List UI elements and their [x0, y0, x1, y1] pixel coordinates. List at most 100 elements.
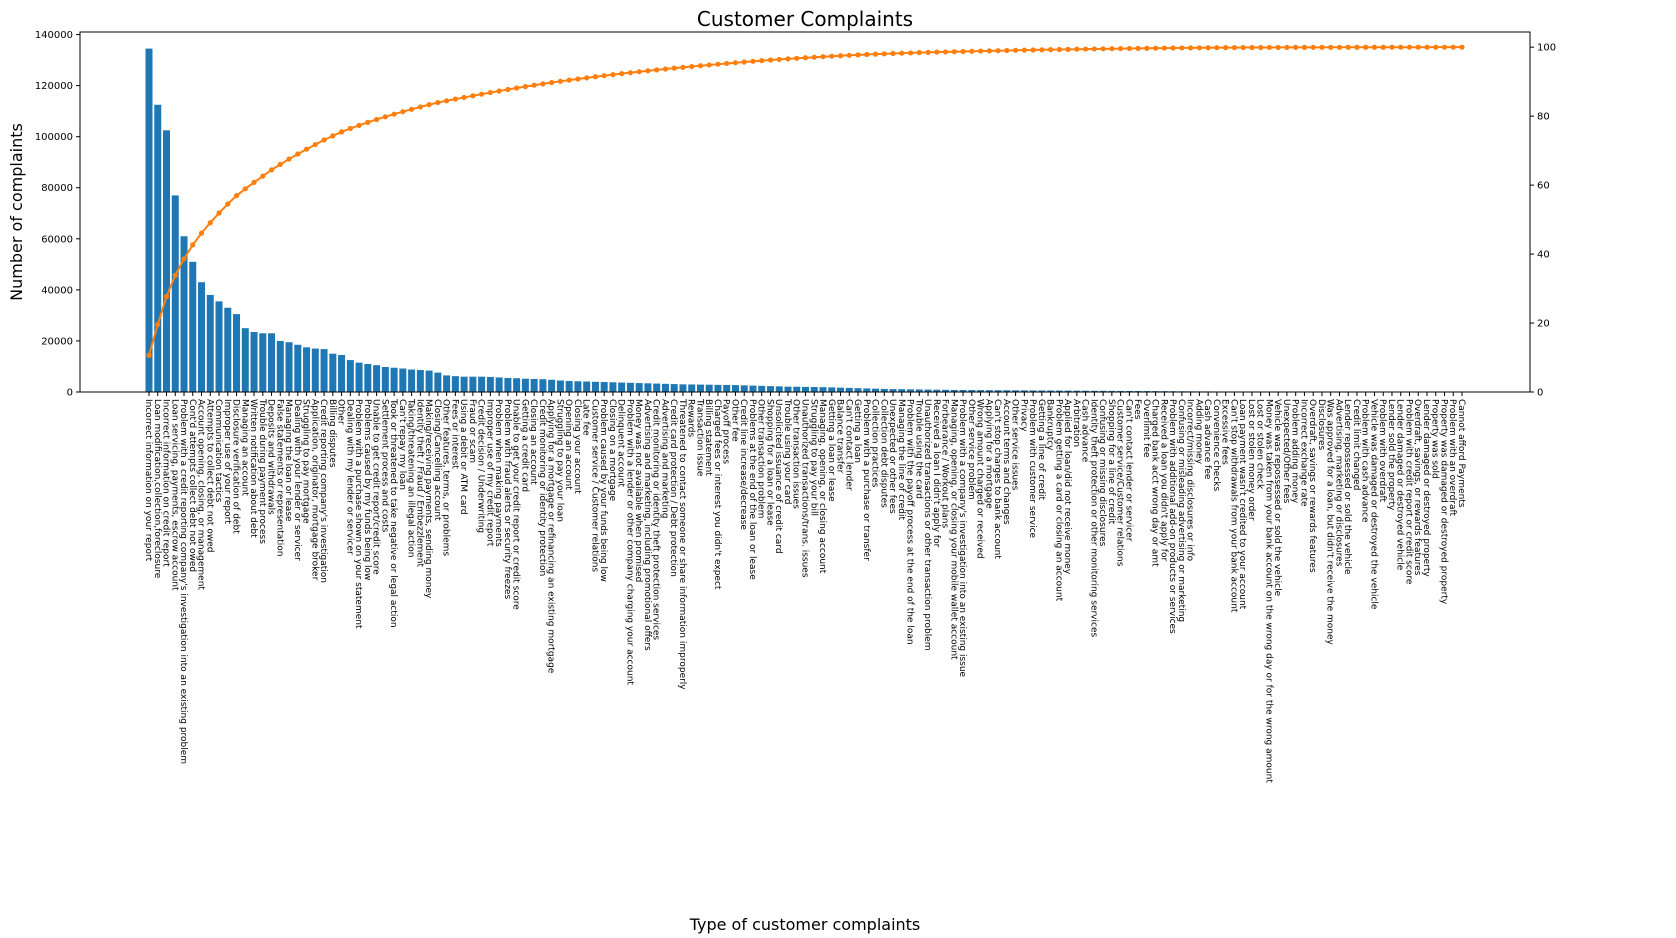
bar [180, 236, 188, 392]
x-tick-label: Loan payment wasn't credited to your acc… [1237, 399, 1247, 610]
bar [373, 365, 381, 392]
cumulative-marker [251, 179, 257, 186]
cumulative-marker [496, 88, 502, 94]
cumulative-marker [417, 104, 423, 110]
cumulative-marker [1030, 47, 1036, 53]
bar [898, 389, 906, 392]
x-tick-label: Overdraft, savings or rewards features [1307, 399, 1317, 573]
x-tick-label: Taking/threatening an illegal action [406, 398, 416, 557]
cumulative-marker [1083, 46, 1089, 52]
cumulative-marker [1380, 44, 1386, 50]
cumulative-marker [1039, 47, 1045, 53]
y2-tick-label: 60 [1537, 181, 1550, 192]
x-tick-label: Billing disputes [327, 399, 337, 468]
cumulative-marker [1012, 47, 1019, 53]
x-tick-label: Unable to get credit report/credit score [371, 399, 381, 575]
cumulative-marker [829, 53, 835, 59]
x-tick-label: Overdraft, savings, or rewards features [1412, 399, 1422, 576]
cumulative-marker [1240, 44, 1246, 51]
cumulative-marker [1118, 45, 1124, 52]
cumulative-marker [198, 230, 205, 236]
cumulative-marker [373, 116, 380, 123]
cumulative-marker [1056, 46, 1062, 53]
bar [1038, 390, 1046, 392]
cumulative-marker [514, 85, 520, 91]
bar [443, 375, 451, 392]
cumulative-marker [321, 137, 327, 143]
x-tick-label: Struggling to pay your loan [554, 399, 564, 522]
bar [950, 389, 958, 392]
cumulative-marker [1275, 44, 1281, 51]
x-tick-label: Excessive fees [1220, 399, 1230, 465]
x-tick-label: Problem with overdraft [1377, 399, 1387, 502]
cumulative-marker [1021, 47, 1027, 53]
x-tick-label: Advertising and marketing [659, 399, 669, 518]
bar [206, 294, 214, 392]
x-tick-label: Forbearance / Workout plans [940, 399, 950, 528]
cumulative-marker [1284, 44, 1290, 51]
x-tick-label: Struggling to pay mortgage [301, 399, 311, 524]
cumulative-marker [767, 57, 774, 63]
bar [250, 332, 258, 392]
cumulative-marker [1144, 45, 1150, 51]
x-tick-label: Billing statement [703, 399, 713, 476]
cumulative-marker [855, 52, 861, 58]
bar [723, 384, 731, 392]
x-tick-label: Credit reporting company's investigation [318, 399, 328, 583]
x-tick-label: Problem caused by your funds being low [598, 399, 608, 582]
x-tick-label: Managing an account [239, 399, 249, 496]
bar [408, 369, 416, 392]
y-tick-label: 140000 [35, 30, 73, 41]
cumulative-marker [759, 58, 765, 64]
x-tick-label: Getting a loan or lease [826, 399, 836, 502]
x-tick-label: Problem with a purchase shown on your st… [353, 399, 363, 629]
cumulative-marker [601, 73, 607, 79]
x-tick-label: Credit monitoring or identity protection [537, 399, 547, 576]
bar [381, 366, 389, 392]
x-tick-label: Problem with an overdraft [1447, 399, 1457, 517]
bar [416, 370, 424, 392]
cumulative-marker [444, 98, 450, 104]
bar [863, 388, 871, 392]
cumulative-marker [820, 54, 826, 60]
x-tick-label: Shopping for a loan or lease [764, 399, 774, 526]
x-tick-label: Can't stop charges to bank account [992, 399, 1002, 559]
bar [1003, 390, 1011, 392]
x-tick-label: Disclosure verification of debt [231, 399, 241, 534]
cumulative-marker [435, 99, 441, 106]
bar [775, 386, 783, 392]
cumulative-marker [1065, 46, 1071, 52]
cumulative-marker [1100, 46, 1106, 52]
cumulative-marker [732, 60, 739, 66]
bar [1064, 390, 1072, 392]
x-tick-label: Adding money [1193, 399, 1203, 465]
x-tick-label: Other transaction issues [791, 399, 801, 509]
cumulative-marker [1047, 47, 1054, 53]
x-tick-label: Improper use of my credit report [484, 399, 494, 547]
bar [145, 48, 153, 393]
cumulative-marker [785, 56, 791, 62]
bar [268, 333, 276, 392]
x-tick-label: Account terms and changes [1001, 399, 1011, 525]
x-tick-label: Incorrect exchange rate [1298, 399, 1308, 507]
bar [644, 383, 652, 392]
cumulative-marker [689, 63, 695, 70]
cumulative-marker [1345, 44, 1351, 50]
bar [1090, 390, 1098, 392]
bar [320, 349, 328, 392]
cumulative-marker [163, 293, 170, 300]
cumulative-marker [969, 48, 975, 54]
cumulative-marker [303, 146, 310, 152]
cumulative-marker [671, 65, 677, 71]
x-tick-label: Balance transfer [835, 399, 845, 474]
bar [968, 390, 976, 392]
x-tick-label: Vehicle was damaged or destroyed the veh… [1368, 399, 1378, 610]
bar [154, 104, 162, 392]
bar [215, 301, 223, 392]
cumulative-marker [1266, 44, 1273, 51]
bar [390, 367, 398, 392]
x-tick-label: Disclosures [1316, 399, 1326, 451]
bar [915, 389, 923, 392]
